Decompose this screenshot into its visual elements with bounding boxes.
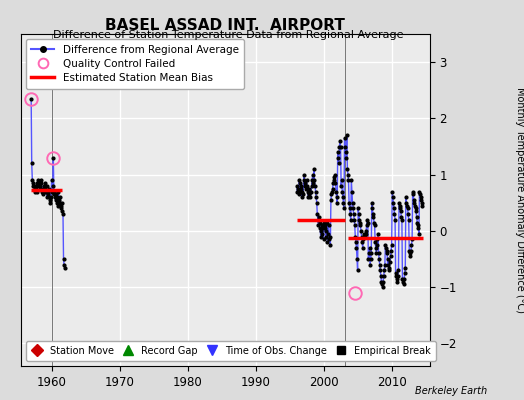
Text: Berkeley Earth: Berkeley Earth xyxy=(415,386,487,396)
Text: Difference of Station Temperature Data from Regional Average: Difference of Station Temperature Data f… xyxy=(53,30,403,40)
Y-axis label: Monthly Temperature Anomaly Difference (°C): Monthly Temperature Anomaly Difference (… xyxy=(515,87,524,313)
Legend: Station Move, Record Gap, Time of Obs. Change, Empirical Break: Station Move, Record Gap, Time of Obs. C… xyxy=(26,342,436,361)
Title: BASEL ASSAD INT.  AIRPORT: BASEL ASSAD INT. AIRPORT xyxy=(105,18,345,33)
